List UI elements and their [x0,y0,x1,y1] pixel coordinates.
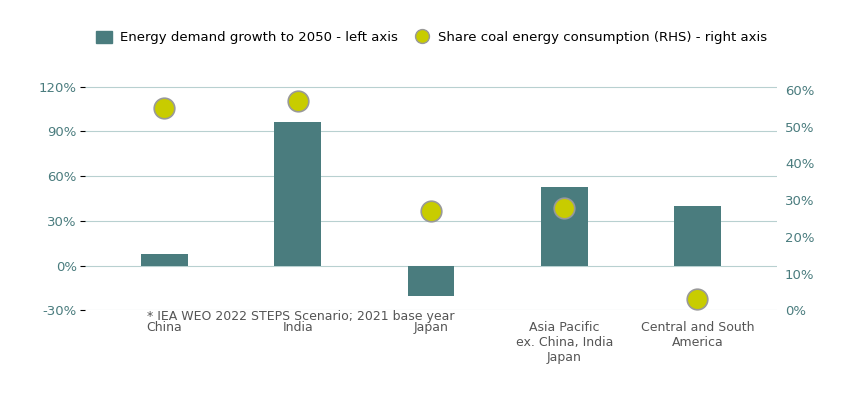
Point [557,205,571,211]
Bar [274,123,321,266]
Point [158,105,171,111]
Bar [407,266,454,295]
Bar [540,187,587,266]
Legend: Energy demand growth to 2050 - left axis, Share coal energy consumption (RHS) - : Energy demand growth to 2050 - left axis… [91,26,771,50]
Point [290,98,304,104]
Point [424,208,437,215]
Bar [674,206,720,266]
Bar [141,254,187,266]
Point [690,296,703,302]
Text: * IEA WEO 2022 STEPS Scenario; 2021 base year: * IEA WEO 2022 STEPS Scenario; 2021 base… [147,310,454,323]
